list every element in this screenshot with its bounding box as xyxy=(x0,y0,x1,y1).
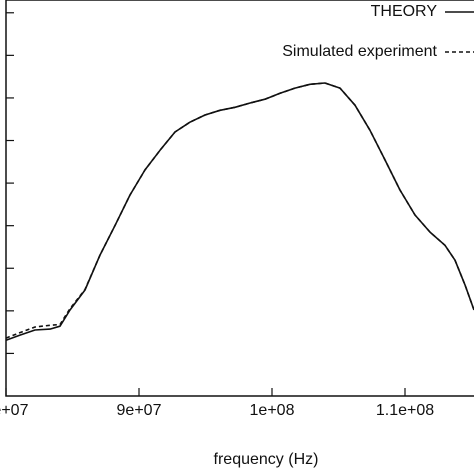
legend-label: Simulated experiment xyxy=(282,43,437,60)
legend-label: THEORY xyxy=(371,3,438,20)
x-tick-label: 1e+08 xyxy=(250,402,295,419)
series-line xyxy=(5,82,474,339)
x-tick-label: 9e+07 xyxy=(117,402,162,419)
x-axis-label: frequency (Hz) xyxy=(214,451,319,468)
x-tick-label: 1.1e+08 xyxy=(376,402,434,419)
x-tick-label: 8e+07 xyxy=(0,402,29,419)
